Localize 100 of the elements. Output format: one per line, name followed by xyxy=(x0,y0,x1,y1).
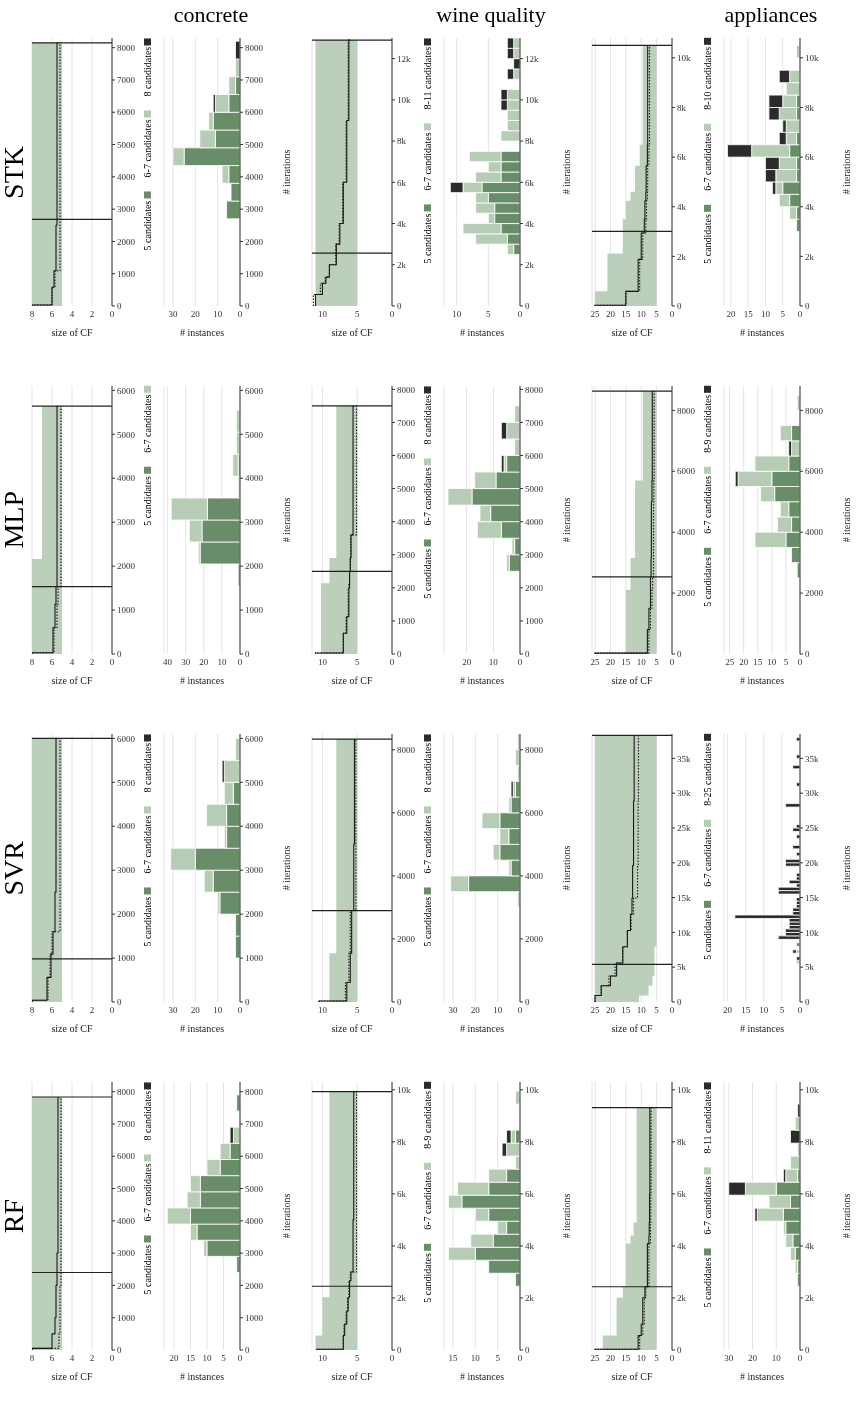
y-tick-label: 6k xyxy=(677,1189,687,1200)
legend-label: 8 candidates xyxy=(142,1091,153,1141)
legend-label: 6-7 candidates xyxy=(142,815,153,874)
x-axis-title: # instances xyxy=(459,327,505,338)
x-tick-label: 10 xyxy=(317,1005,328,1016)
x-tick-label: 0 xyxy=(109,657,115,668)
x-tick-label: 10 xyxy=(759,1005,769,1016)
y-tick-label: 6k xyxy=(677,152,687,163)
y-tick-label: 7000 xyxy=(117,1119,136,1130)
y-tick-label: 8k xyxy=(525,136,535,147)
y-tick-label: 3000 xyxy=(117,865,136,876)
x-tick-label: 5 xyxy=(654,1353,660,1364)
y-tick-label: 0 xyxy=(117,301,122,312)
y-tick-label: 8k xyxy=(397,1137,407,1148)
y-tick-label: 8000 xyxy=(805,405,824,416)
x-tick-label: 5 xyxy=(783,657,789,668)
y-tick-label: 2k xyxy=(677,1293,687,1304)
x-tick-label: 5 xyxy=(486,309,492,320)
legend-label: 5 candidates xyxy=(142,200,153,251)
y-tick-label: 4k xyxy=(397,1241,407,1252)
y-tick-label: 1000 xyxy=(117,953,136,964)
x-tick-label: 20 xyxy=(723,1005,733,1016)
y-tick-label: 1000 xyxy=(117,1312,136,1323)
x-tick-label: 10 xyxy=(213,1005,223,1016)
x-tick-label: 8 xyxy=(29,309,35,320)
x-tick-label: 25 xyxy=(590,657,601,668)
y-tick-label: 8000 xyxy=(525,744,544,755)
y-tick-label: 4k xyxy=(677,1241,687,1252)
y-tick-label: 5000 xyxy=(245,1183,264,1194)
text: wine quality xyxy=(436,2,546,28)
y-tick-label: 0 xyxy=(805,301,810,312)
y-tick-label: 6k xyxy=(397,177,407,188)
y-tick-label: 8k xyxy=(805,102,815,113)
x-tick-label: 8 xyxy=(29,657,35,668)
x-tick-label: 0 xyxy=(669,309,675,320)
x-tick-label: 10 xyxy=(636,309,647,320)
x-tick-label: 0 xyxy=(237,657,243,668)
y-tick-label: 2k xyxy=(805,1293,815,1304)
x-axis-title: size of CF xyxy=(331,675,373,686)
x-tick-label: 5 xyxy=(654,657,660,668)
y-tick-label: 5000 xyxy=(117,777,136,788)
legend-label: 8-25 candidates xyxy=(702,743,713,807)
x-tick-label: 10 xyxy=(488,657,499,668)
y-tick-label: 6k xyxy=(805,1189,815,1200)
x-tick-label: 5 xyxy=(495,1353,501,1364)
y-tick-label: 8k xyxy=(805,1137,815,1148)
legend-label: 5 candidates xyxy=(422,1253,433,1303)
x-tick-label: 0 xyxy=(797,1353,803,1364)
y-tick-label: 1000 xyxy=(117,268,136,279)
x-tick-label: 0 xyxy=(389,657,395,668)
x-tick-label: 2 xyxy=(89,1005,95,1016)
x-tick-label: 20 xyxy=(462,657,472,668)
y-axis-title: # iterations xyxy=(280,149,292,195)
x-tick-label: 15 xyxy=(741,1005,751,1016)
y-tick-label: 2000 xyxy=(117,909,136,920)
y-tick-label: 20k xyxy=(677,857,691,868)
legend-label: 8 candidates xyxy=(142,743,153,793)
x-tick-label: 4 xyxy=(69,1005,75,1016)
x-tick-label: 0 xyxy=(669,1353,675,1364)
x-axis-title: # instances xyxy=(459,1371,505,1382)
y-axis-title: # iterations xyxy=(560,1193,572,1239)
y-tick-label: 10k xyxy=(677,1085,691,1095)
y-tick-label: 3000 xyxy=(525,549,544,560)
y-tick-label: 3000 xyxy=(117,517,136,528)
y-tick-label: 10k xyxy=(525,95,539,106)
legend-label: 6-7 candidates xyxy=(702,829,713,888)
y-tick-label: 2000 xyxy=(245,1280,264,1291)
y-tick-label: 10k xyxy=(805,1085,819,1095)
y-axis-title: # iterations xyxy=(280,1193,292,1239)
y-tick-label: 4k xyxy=(677,201,687,212)
x-tick-label: 10 xyxy=(771,1353,782,1364)
x-tick-label: 20 xyxy=(726,309,736,320)
y-tick-label: 10k xyxy=(677,927,691,938)
legend-label: 8-11 candidates xyxy=(422,47,433,110)
x-axis-title: size of CF xyxy=(51,675,93,686)
legend-label: 6-7 candidates xyxy=(702,1176,713,1235)
legend-label: 8 candidates xyxy=(422,395,433,445)
x-tick-label: 20 xyxy=(739,657,749,668)
x-tick-label: 15 xyxy=(621,1005,631,1016)
x-tick-label: 0 xyxy=(237,309,243,320)
y-axis-title: # iterations xyxy=(840,497,852,543)
x-tick-label: 15 xyxy=(743,309,754,320)
y-tick-label: 8000 xyxy=(245,1086,264,1097)
y-tick-label: 2000 xyxy=(117,236,136,247)
x-axis-title: size of CF xyxy=(51,1023,93,1034)
x-tick-label: 10 xyxy=(202,1353,212,1364)
legend-label: 5 candidates xyxy=(422,548,433,599)
legend-label: 6-7 candidates xyxy=(142,119,153,178)
x-tick-label: 30 xyxy=(168,309,178,320)
x-axis-title: # instances xyxy=(179,675,225,686)
y-tick-label: 0 xyxy=(245,1345,250,1356)
x-axis-title: # instances xyxy=(179,1023,225,1034)
x-axis-title: size of CF xyxy=(51,327,93,338)
x-axis-title: size of CF xyxy=(611,1023,653,1034)
y-tick-label: 15k xyxy=(805,892,819,903)
x-tick-label: 0 xyxy=(517,1005,523,1016)
x-tick-label: 0 xyxy=(669,1005,675,1016)
legend-label: 5 candidates xyxy=(422,213,433,264)
y-tick-label: 6000 xyxy=(117,107,136,118)
x-axis-title: # instances xyxy=(739,1023,785,1034)
